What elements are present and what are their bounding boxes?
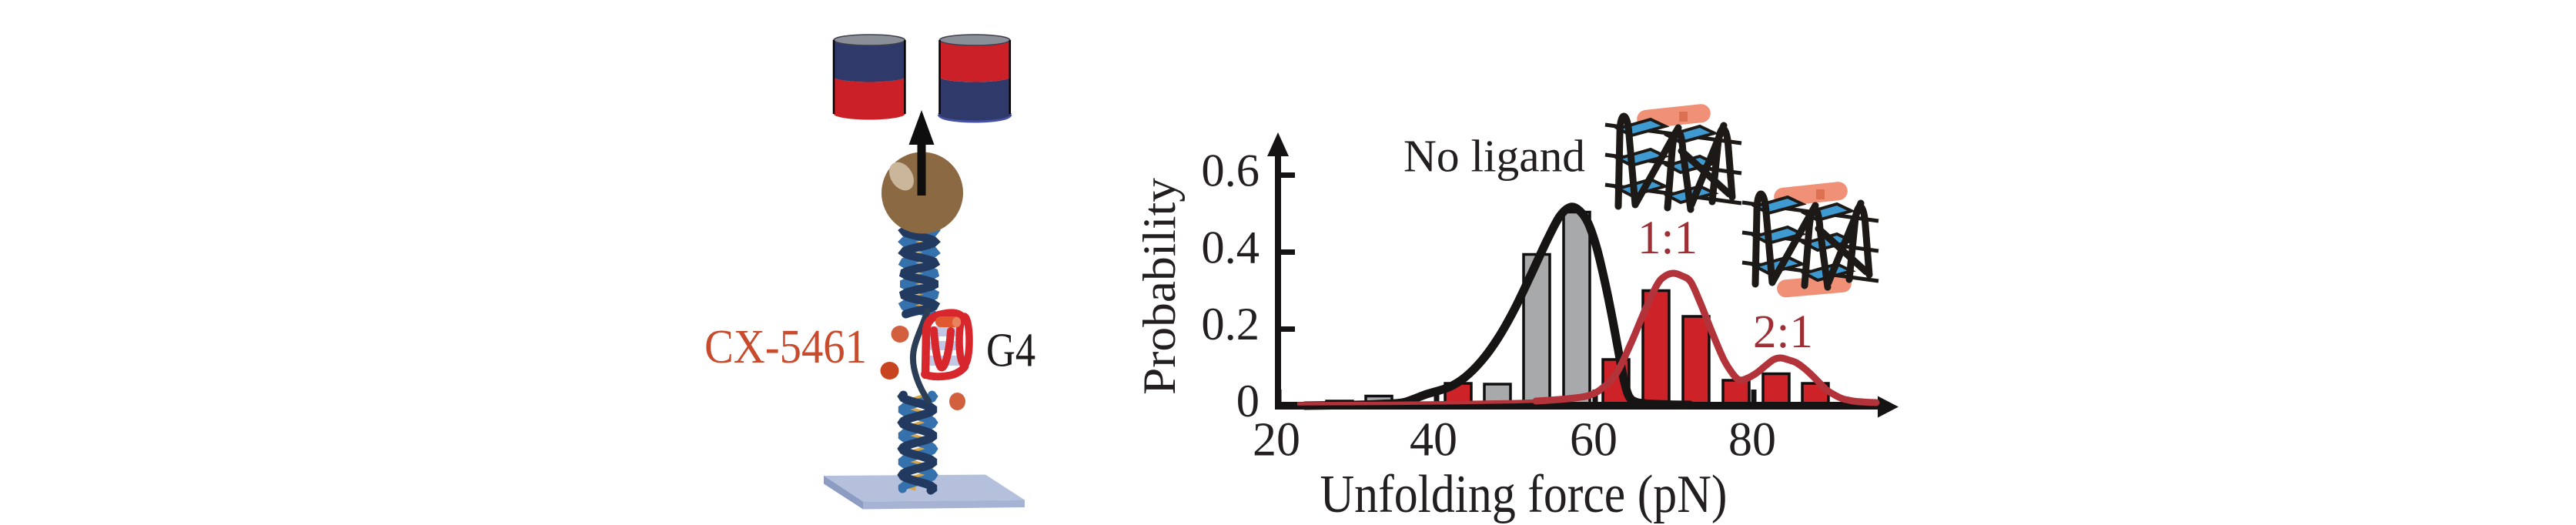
svg-text:60: 60 <box>1570 414 1618 466</box>
svg-text:Unfolding force (pN): Unfolding force (pN) <box>1320 465 1728 524</box>
svg-text:0.2: 0.2 <box>1201 299 1260 350</box>
svg-text:40: 40 <box>1410 414 1457 466</box>
svg-text:Probability: Probability <box>1134 178 1185 395</box>
svg-text:20: 20 <box>1253 414 1300 466</box>
svg-text:0.6: 0.6 <box>1201 145 1260 197</box>
svg-text:No ligand: No ligand <box>1403 131 1585 182</box>
svg-text:1:1: 1:1 <box>1638 212 1698 264</box>
svg-text:2:1: 2:1 <box>1753 306 1813 358</box>
svg-text:CX-5461: CX-5461 <box>704 321 867 373</box>
svg-text:0.4: 0.4 <box>1201 222 1260 274</box>
svg-text:80: 80 <box>1728 414 1776 466</box>
svg-text:G4: G4 <box>986 325 1035 377</box>
svg-text:0: 0 <box>1236 376 1260 427</box>
